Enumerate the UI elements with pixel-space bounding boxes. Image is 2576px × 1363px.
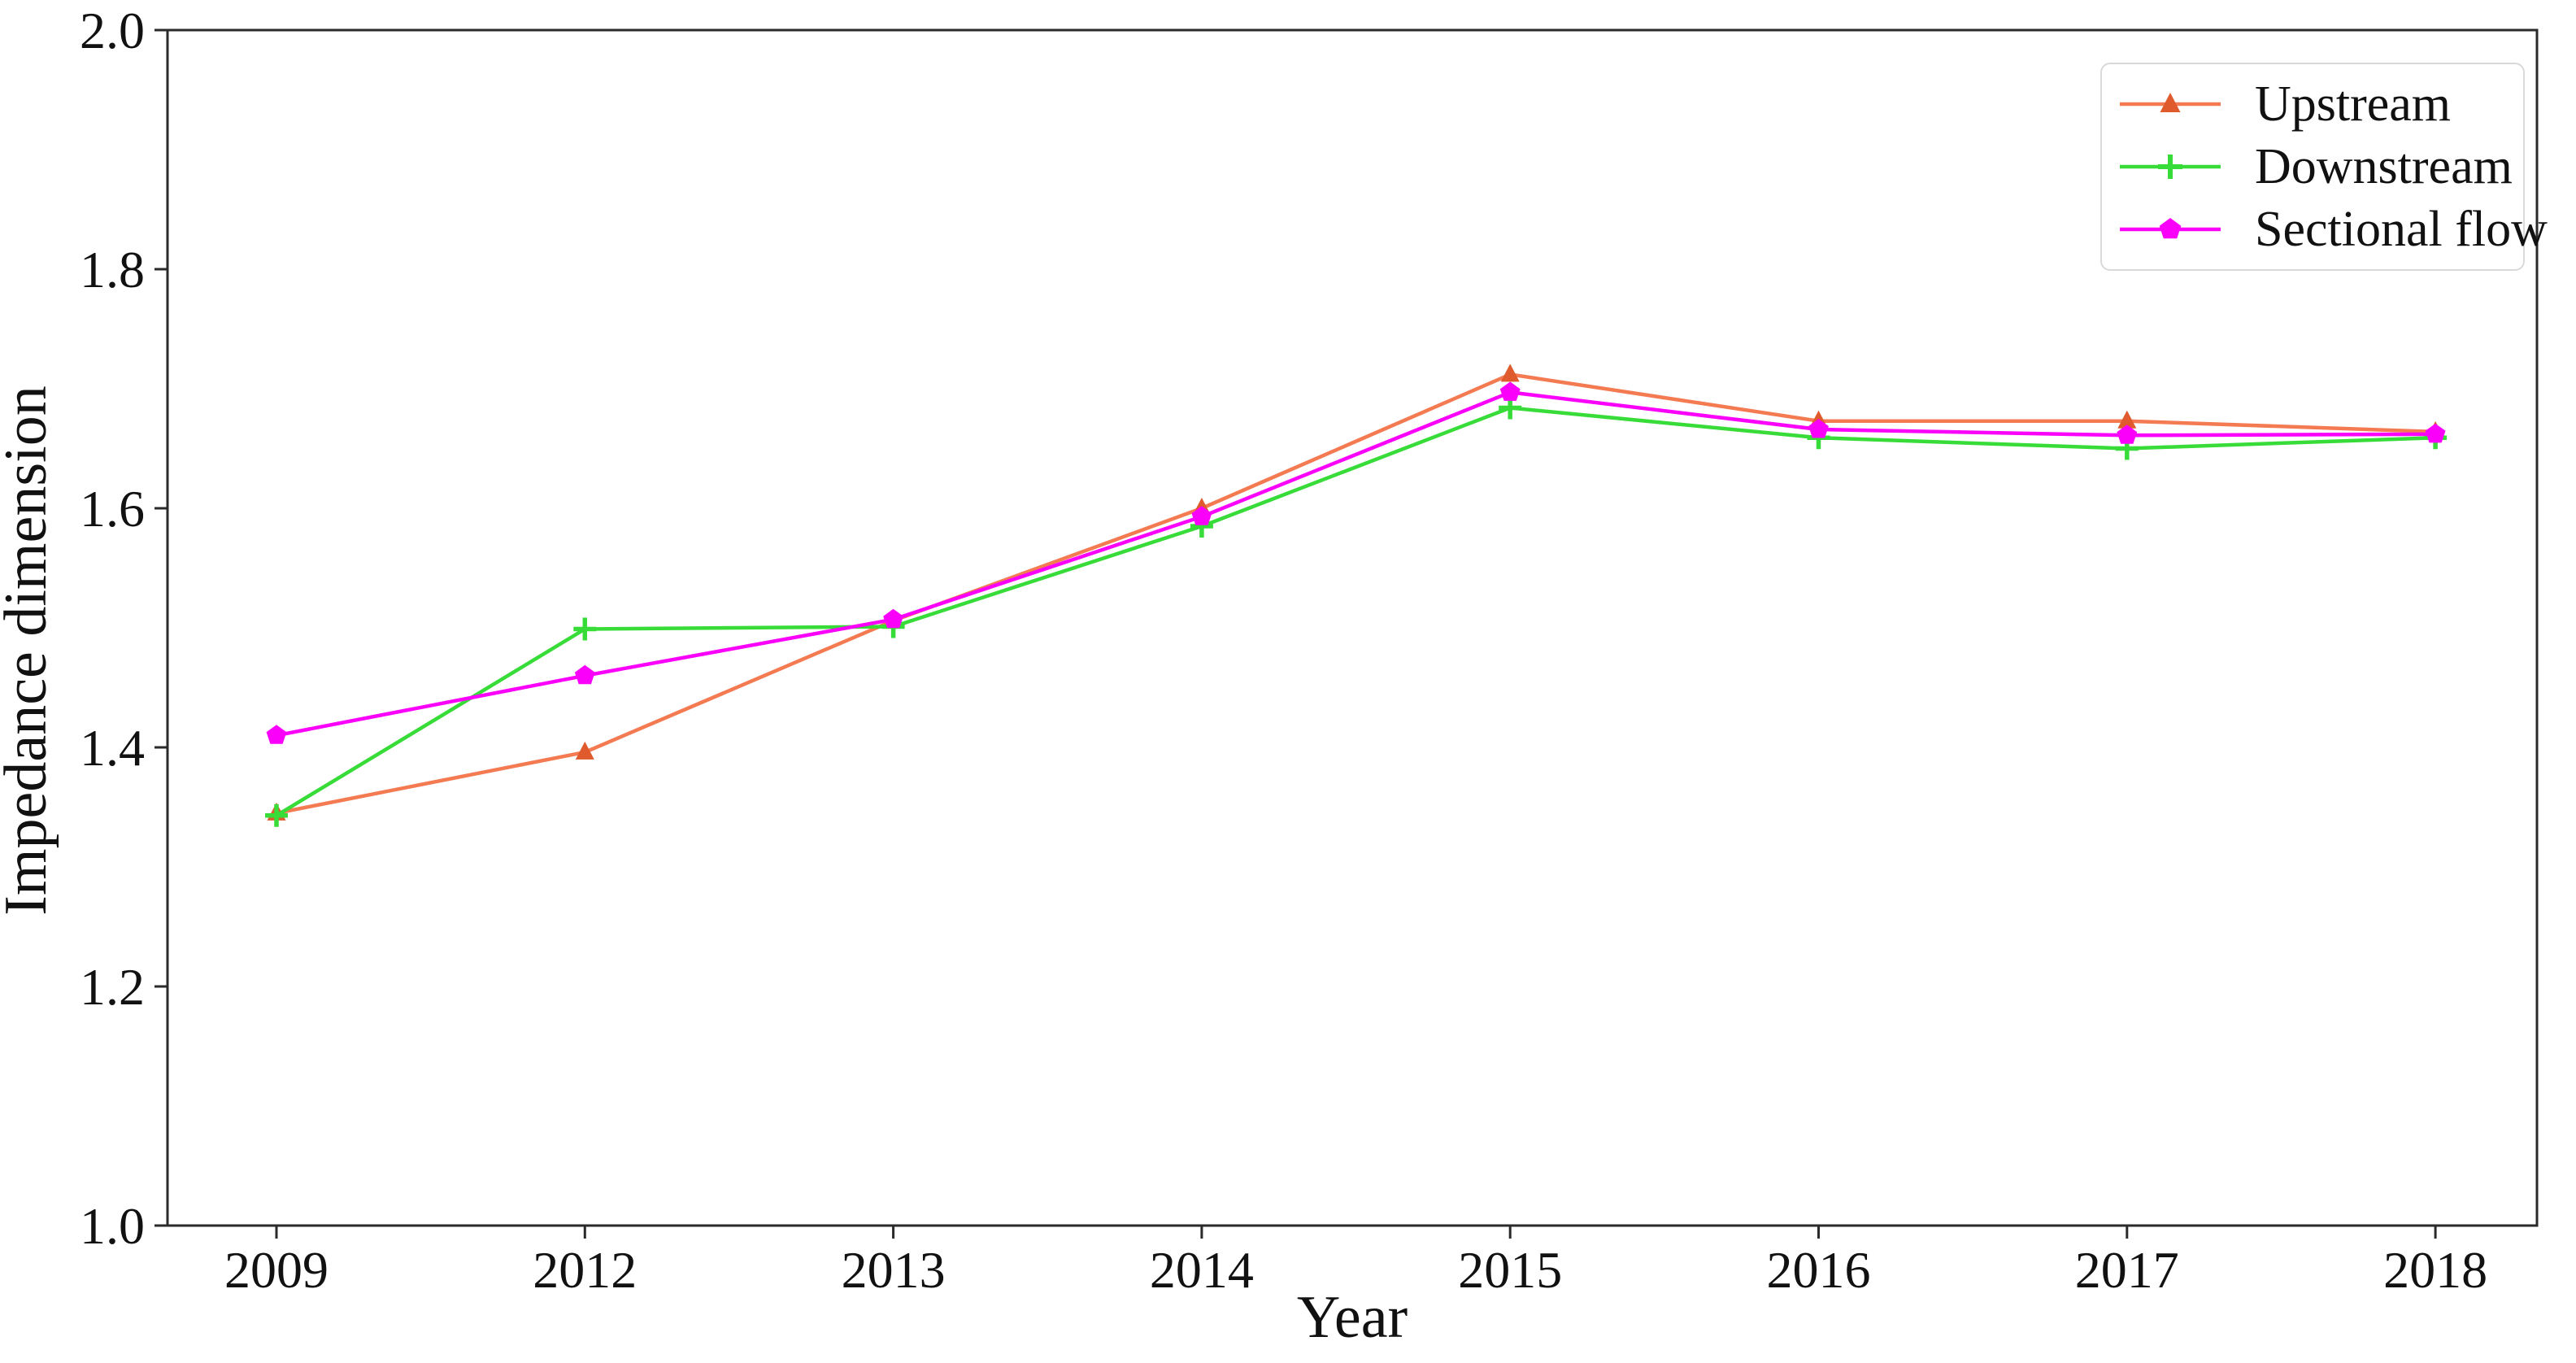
- x-axis-tick-label: 2013: [842, 1241, 946, 1299]
- y-axis-tick-label: 1.0: [80, 1197, 145, 1255]
- x-axis-title: Year: [1297, 1284, 1408, 1351]
- series-marker-sectional-flow-2015: [1499, 381, 1521, 401]
- x-axis-tick-label: 2016: [1767, 1241, 1871, 1299]
- legend: Upstream Downstream Sectional flow: [2100, 63, 2548, 271]
- x-axis-tick-label: 2009: [224, 1241, 329, 1299]
- legend-sample-upstream-line-icon: [2120, 92, 2221, 112]
- series-marker-upstream-2015: [1500, 364, 1520, 382]
- y-axis-tick-label: 1.4: [80, 719, 145, 777]
- legend-item-sectional-flow: Sectional flow: [2113, 201, 2548, 258]
- series-marker-sectional-flow-2012: [574, 664, 595, 685]
- x-axis-tick-label: 2018: [2383, 1241, 2487, 1299]
- legend-marker-pentagon-icon: [2159, 218, 2182, 239]
- series-line-downstream: [274, 406, 2438, 818]
- x-axis-tick-label: 2014: [1150, 1241, 1254, 1299]
- legend-sample-downstream-line-icon: [2120, 154, 2221, 179]
- series-line-upstream: [274, 372, 2438, 816]
- x-axis-tick-label: 2012: [533, 1241, 637, 1299]
- legend-label-sectional-flow: Sectional flow: [2255, 202, 2548, 258]
- plot-border: [166, 28, 2539, 1227]
- y-axis-tick-label: 2.0: [80, 2, 145, 59]
- series-marker-upstream-2017: [2117, 410, 2137, 429]
- x-axis-tick-label: 2017: [2075, 1241, 2179, 1299]
- y-axis-title: Impedance dimension: [0, 385, 59, 915]
- series-marker-sectional-flow-2018: [2425, 423, 2446, 443]
- series-line-sectional-flow: [274, 390, 2438, 738]
- series-marker-sectional-flow-2009: [266, 725, 287, 744]
- y-axis-tick-label: 1.2: [80, 958, 145, 1016]
- y-axis-tick-label: 1.8: [80, 241, 145, 298]
- series-marker-upstream-2012: [575, 741, 594, 760]
- legend-item-downstream: Downstream: [2113, 138, 2523, 195]
- series-marker-sectional-flow-2014: [1191, 506, 1212, 525]
- series-marker-sectional-flow-2016: [1808, 419, 1829, 438]
- legend-label-upstream: Upstream: [2255, 76, 2452, 132]
- x-axis-tick-label: 2015: [1458, 1241, 1562, 1299]
- legend-sample-sectional-flow-line-icon: [2120, 218, 2221, 239]
- legend-marker-triangle-up-icon: [2160, 92, 2181, 112]
- series-marker-sectional-flow-2013: [883, 608, 903, 629]
- y-axis-tick-label: 1.6: [80, 480, 145, 538]
- legend-item-upstream: Upstream: [2113, 76, 2523, 133]
- legend-label-downstream: Downstream: [2255, 138, 2513, 194]
- series-marker-sectional-flow-2017: [2117, 425, 2138, 444]
